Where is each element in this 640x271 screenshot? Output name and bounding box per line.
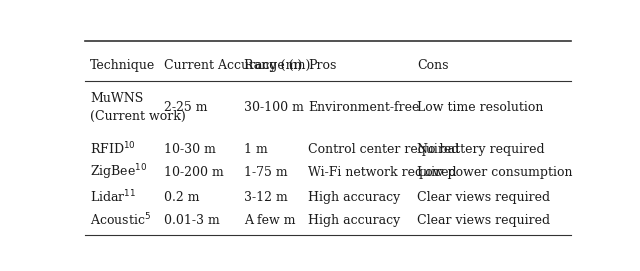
- Text: Clear views required: Clear views required: [417, 214, 550, 227]
- Text: ZigBee$^{10}$: ZigBee$^{10}$: [90, 163, 147, 182]
- Text: A few m: A few m: [244, 214, 295, 227]
- Text: 0.2 m: 0.2 m: [164, 191, 200, 204]
- Text: 30-100 m: 30-100 m: [244, 101, 303, 114]
- Text: Control center required: Control center required: [308, 143, 460, 156]
- Text: Lidar$^{11}$: Lidar$^{11}$: [90, 189, 136, 206]
- Text: Environment-free: Environment-free: [308, 101, 420, 114]
- Text: High accuracy: High accuracy: [308, 191, 401, 204]
- Text: Pros: Pros: [308, 59, 337, 72]
- Text: Low power consumption: Low power consumption: [417, 166, 573, 179]
- Text: Wi-Fi network required: Wi-Fi network required: [308, 166, 457, 179]
- Text: RFID$^{10}$: RFID$^{10}$: [90, 141, 136, 158]
- Text: Technique: Technique: [90, 59, 155, 72]
- Text: 2-25 m: 2-25 m: [164, 101, 208, 114]
- Text: Clear views required: Clear views required: [417, 191, 550, 204]
- Text: 1 m: 1 m: [244, 143, 268, 156]
- Text: 1-75 m: 1-75 m: [244, 166, 287, 179]
- Text: Acoustic$^{5}$: Acoustic$^{5}$: [90, 212, 151, 229]
- Text: High accuracy: High accuracy: [308, 214, 401, 227]
- Text: No battery required: No battery required: [417, 143, 545, 156]
- Text: 3-12 m: 3-12 m: [244, 191, 287, 204]
- Text: 0.01-3 m: 0.01-3 m: [164, 214, 220, 227]
- Text: Cons: Cons: [417, 59, 449, 72]
- Text: 10-200 m: 10-200 m: [164, 166, 224, 179]
- Text: 10-30 m: 10-30 m: [164, 143, 216, 156]
- Text: Low time resolution: Low time resolution: [417, 101, 543, 114]
- Text: MuWNS
(Current work): MuWNS (Current work): [90, 92, 186, 123]
- Text: Current Accuracy (m): Current Accuracy (m): [164, 59, 303, 72]
- Text: Range (m): Range (m): [244, 59, 310, 72]
